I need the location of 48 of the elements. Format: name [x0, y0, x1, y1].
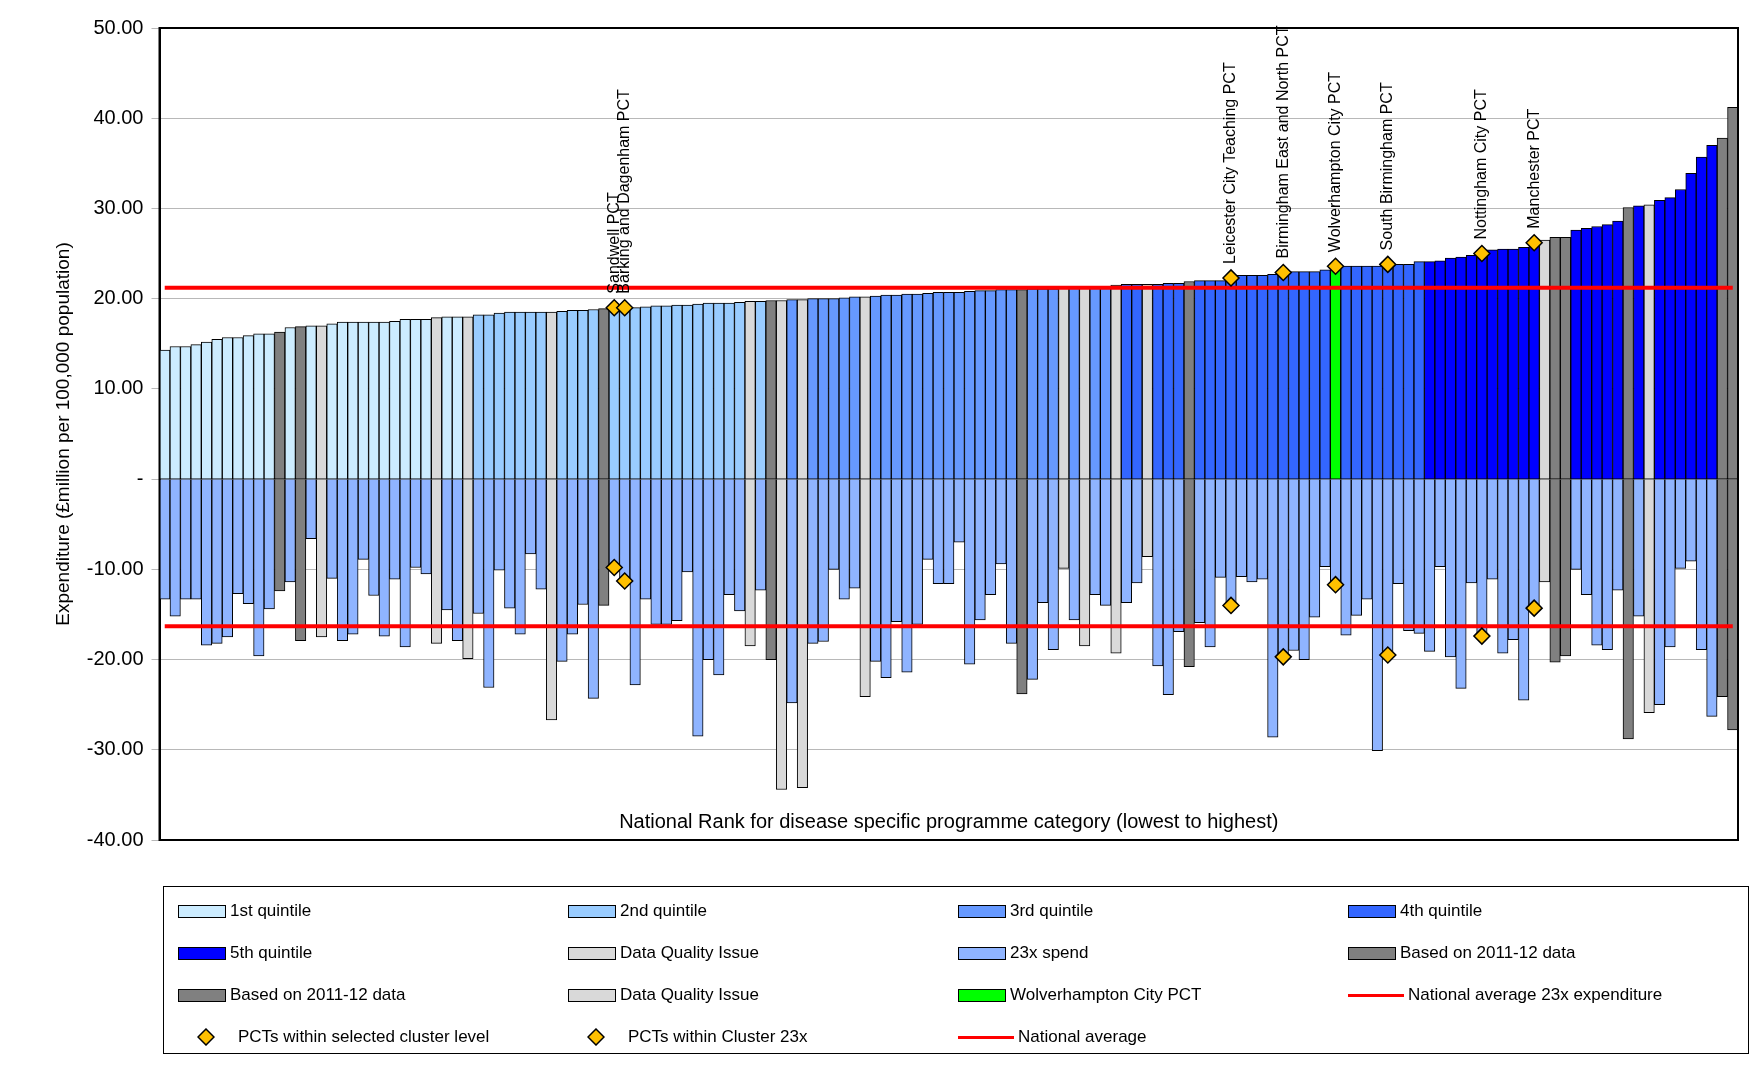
legend-label: 2nd quintile	[620, 901, 707, 921]
point	[1222, 596, 1240, 615]
legend-label: Wolverhampton City PCT	[1010, 985, 1202, 1005]
y-tick-label: -10.00	[86, 556, 144, 579]
point	[615, 298, 634, 317]
point	[1379, 646, 1397, 664]
legend-label: PCTs within selected cluster level	[238, 1027, 490, 1047]
y-tick-label: -20.00	[86, 647, 144, 670]
legend-label: Based on 2011-12 data	[230, 985, 406, 1005]
point	[615, 572, 634, 590]
y-axis-title: Expenditure (£million per 100,000 population)	[51, 242, 73, 626]
y-tick-label: -30.00	[86, 737, 144, 760]
point	[1473, 244, 1491, 263]
point	[1379, 255, 1397, 274]
y-tick-label: 40.00	[93, 105, 144, 128]
data-label: Birmingham East and North PCT	[1273, 25, 1291, 259]
y-tick-label: 30.00	[93, 195, 144, 218]
legend-label: Based on 2011-12 data	[1400, 943, 1576, 963]
point	[1473, 627, 1491, 645]
data-label: South Birmingham PCT	[1378, 82, 1396, 251]
y-tick-label: -40.00	[86, 827, 144, 850]
y-tick-label: -	[136, 466, 144, 489]
data-label: Nottingham City PCT	[1472, 89, 1490, 240]
legend-label: PCTs within Cluster 23x	[628, 1027, 808, 1047]
legend-label: 5th quintile	[230, 943, 313, 963]
legend-label: 23x spend	[1010, 943, 1089, 963]
point	[1525, 599, 1543, 617]
point	[605, 558, 623, 577]
x-axis-title: National Rank for disease specific programme category (lowest to highest)	[619, 809, 1279, 832]
point	[1274, 263, 1293, 282]
legend-label: National average 23x expenditure	[1408, 985, 1663, 1005]
legend-label: Data Quality Issue	[620, 985, 759, 1005]
legend-label: 4th quintile	[1400, 901, 1483, 921]
point	[1326, 575, 1345, 594]
data-label: Manchester PCT	[1524, 108, 1542, 229]
point	[1222, 269, 1240, 287]
legend-label: 3rd quintile	[1010, 901, 1094, 921]
legend-label: 1st quintile	[230, 901, 312, 921]
y-tick-label: 10.00	[93, 376, 144, 399]
legend-label: Data Quality Issue	[620, 943, 759, 963]
y-tick-label: 20.00	[93, 286, 144, 309]
data-label: Leicester City Teaching PCT	[1221, 62, 1239, 264]
point	[1525, 233, 1543, 252]
legend-label: National average	[1018, 1027, 1147, 1047]
data-label: Wolverhampton City PCT	[1325, 71, 1343, 253]
point	[1274, 648, 1293, 666]
point	[1326, 257, 1345, 275]
y-tick-label: 50.00	[93, 15, 144, 38]
